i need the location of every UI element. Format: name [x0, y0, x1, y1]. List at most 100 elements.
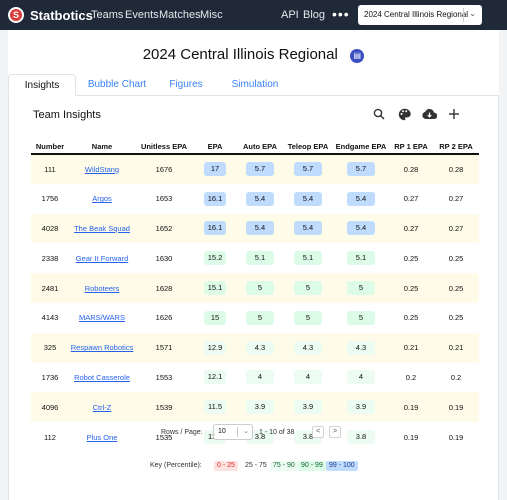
team-number: 4028	[41, 223, 59, 233]
more-menu-icon[interactable]: •••	[332, 6, 350, 22]
key-chip-25-75: 25 - 75	[242, 461, 270, 471]
insights-panel: Team Insights Number Name Unitless EPA E…	[8, 96, 499, 500]
tab-figures[interactable]: Figures	[169, 79, 203, 90]
epa-value: 15.1	[204, 281, 226, 296]
column-header-auto-epa[interactable]: Auto EPA	[237, 139, 283, 155]
table-row[interactable]: 111 WildStang 1676 17 5.7 5.7 5.7 0.28 0.28	[31, 154, 479, 184]
column-header-number[interactable]: Number	[31, 139, 69, 155]
team-name-link[interactable]: Plus One	[86, 432, 118, 442]
table-cell: 4028	[31, 213, 69, 244]
next-page-button[interactable]: >	[329, 426, 341, 438]
epa-value: 16.1	[204, 191, 226, 206]
table-cell: 5.4	[283, 183, 333, 214]
page-header: 2024 Central Illinois Regional ▤	[8, 46, 499, 64]
nav-link-misc[interactable]: Misc	[200, 9, 223, 21]
auto-epa-value: 5.4	[246, 221, 274, 236]
table-cell: 0.27	[389, 213, 433, 244]
endgame-epa-value: 4	[347, 370, 375, 385]
table-row[interactable]: 325 Respawn Robotics 1571 12.9 4.3 4.3 4.3 0.21…	[31, 332, 479, 363]
table-cell: 5.7	[237, 154, 283, 184]
endgame-epa-value: 5.4	[347, 191, 375, 206]
table-cell: 0.25	[389, 273, 433, 303]
epa-value: 17	[204, 162, 226, 177]
table-cell: 5.4	[333, 183, 389, 214]
table-cell: 0.25	[433, 302, 479, 333]
team-name-link[interactable]: Argos	[92, 194, 112, 204]
rows-per-page-select[interactable]: 10 ⌄	[213, 424, 253, 440]
tab-insights[interactable]: Insights	[8, 74, 76, 96]
team-name-link[interactable]: The Beak Squad	[74, 223, 130, 233]
table-row[interactable]: 4028 The Beak Squad 1652 16.1 5.4 5.4 5.4 0.27 0…	[31, 213, 479, 244]
table-cell: 0.25	[389, 302, 433, 333]
column-header-unitless-epa[interactable]: Unitless EPA	[135, 139, 193, 155]
column-header-name[interactable]: Name	[69, 139, 135, 155]
table-cell: 1652	[135, 213, 193, 244]
team-name-link[interactable]: MARS/WARS	[79, 313, 125, 323]
table-cell: 3.8	[333, 422, 389, 452]
table-cell: 15	[193, 302, 237, 333]
team-name-link[interactable]: WildStang	[84, 164, 120, 174]
event-badge-icon[interactable]: ▤	[350, 49, 365, 63]
add-icon[interactable]	[446, 106, 462, 122]
auto-epa-value: 4	[246, 370, 274, 385]
table-row[interactable]: 1756 Argos 1653 16.1 5.4 5.4 5.4 0.27 0.27	[31, 183, 479, 214]
nav-link-blog[interactable]: Blog	[303, 9, 326, 21]
team-name-link[interactable]: Respawn Robotics	[70, 343, 134, 353]
nav-link-events[interactable]: Events	[125, 9, 159, 21]
unitless-epa-value: 1628	[155, 283, 173, 293]
event-select[interactable]: 2024 Central Illinois Regional ⌄	[358, 5, 482, 25]
unitless-epa-value: 1571	[155, 343, 173, 353]
rp1-epa-value: 0.19	[403, 402, 419, 412]
pagination-range: 1 - 10 of 38	[259, 429, 295, 436]
auto-epa-value: 4.3	[246, 340, 274, 355]
auto-epa-value: 5	[246, 310, 274, 325]
table-cell: 0.21	[389, 332, 433, 363]
table-row[interactable]: 2338 Gear It Forward 1630 15.2 5.1 5.1 5.1 0.25…	[31, 243, 479, 274]
table-cell: 3.9	[237, 392, 283, 423]
table-row[interactable]: 2481 Roboteers 1628 15.1 5 5 5 0.25 0.25	[31, 273, 479, 303]
teleop-epa-value: 5	[294, 281, 322, 296]
tab-simulation[interactable]: Simulation	[231, 79, 279, 90]
column-header-endgame-epa[interactable]: Endgame EPA	[333, 139, 389, 155]
endgame-epa-value: 4.3	[347, 340, 375, 355]
search-icon[interactable]	[371, 106, 387, 122]
column-header-rp2-epa[interactable]: RP 2 EPA	[433, 139, 479, 155]
column-header-epa[interactable]: EPA	[193, 139, 237, 155]
table-cell: Respawn Robotics	[69, 332, 135, 363]
table-cell: 1539	[135, 392, 193, 423]
rp1-epa-value: 0.25	[403, 253, 419, 263]
table-cell: 0.28	[389, 154, 433, 184]
table-cell: The Beak Squad	[69, 213, 135, 244]
table-header-row: Number Name Unitless EPA EPA Auto EPA Te…	[31, 139, 479, 155]
table-cell: 111	[31, 154, 69, 184]
table-cell: 1630	[135, 243, 193, 274]
table-cell: 325	[31, 332, 69, 363]
table-row[interactable]: 4096 Ctrl-Z 1539 11.5 3.9 3.9 3.9 0.19 0.19	[31, 392, 479, 423]
cloud-download-icon[interactable]	[421, 106, 437, 122]
column-header-teleop-epa[interactable]: Teleop EPA	[283, 139, 333, 155]
nav-link-matches[interactable]: Matches	[159, 9, 201, 21]
endgame-epa-value: 3.9	[347, 400, 375, 415]
team-name-link[interactable]: Roboteers	[84, 283, 120, 293]
key-chip-75-90: 75 - 90	[270, 461, 298, 471]
table-cell: 5.4	[333, 213, 389, 244]
tab-bubble-chart[interactable]: Bubble Chart	[87, 79, 147, 90]
nav-link-teams[interactable]: Teams	[91, 9, 124, 21]
table-cell: 1653	[135, 183, 193, 214]
palette-icon[interactable]	[396, 106, 412, 122]
team-name-link[interactable]: Robot Casserole	[74, 372, 130, 382]
table-cell: 4.3	[283, 332, 333, 363]
team-name-link[interactable]: Ctrl-Z	[92, 402, 112, 412]
team-name-link[interactable]: Gear It Forward	[75, 253, 129, 263]
rp2-epa-value: 0.28	[448, 164, 464, 174]
rows-per-page-value: 10	[218, 428, 226, 435]
table-row[interactable]: 1736 Robot Casserole 1553 12.1 4 4 4 0.2 0.2	[31, 362, 479, 393]
nav-link-api[interactable]: API	[281, 9, 299, 21]
column-header-rp1-epa[interactable]: RP 1 EPA	[389, 139, 433, 155]
table-cell: 4143	[31, 302, 69, 333]
rp1-epa-value: 0.27	[403, 194, 419, 204]
table-row[interactable]: 4143 MARS/WARS 1626 15 5 5 5 0.25 0.25	[31, 302, 479, 333]
brand[interactable]: S Statbotics	[8, 7, 93, 23]
previous-page-button[interactable]: <	[312, 426, 324, 438]
